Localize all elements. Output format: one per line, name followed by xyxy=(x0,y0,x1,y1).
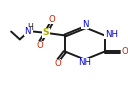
Text: N: N xyxy=(82,20,88,29)
Text: O: O xyxy=(54,59,61,68)
Text: O: O xyxy=(121,47,128,56)
Text: H: H xyxy=(27,23,33,32)
Text: O: O xyxy=(36,41,43,50)
Text: NH: NH xyxy=(78,58,91,67)
Text: NH: NH xyxy=(105,30,118,39)
Text: S: S xyxy=(42,28,49,37)
Text: N: N xyxy=(25,27,31,36)
Text: O: O xyxy=(49,15,55,24)
